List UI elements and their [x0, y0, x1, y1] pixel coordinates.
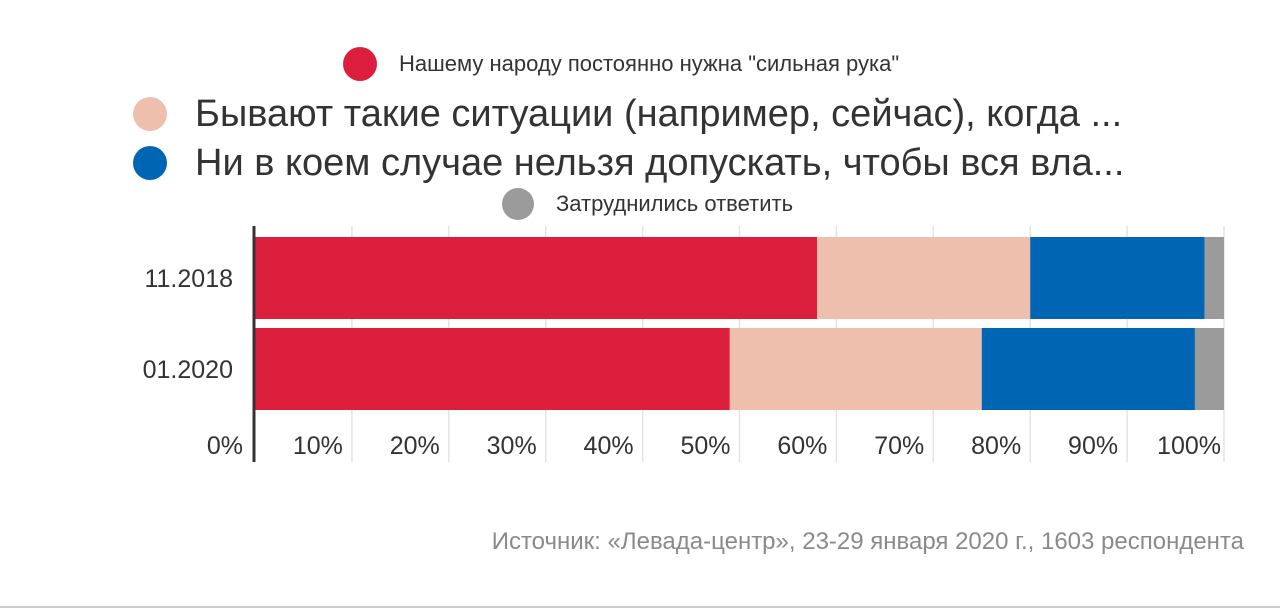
x-tick-label: 30%	[487, 432, 537, 460]
category-label: 01.2020	[143, 356, 233, 384]
legend-label-undecided: Затруднились ответить	[556, 191, 794, 216]
x-tick-label: 80%	[971, 432, 1021, 460]
bar-segment	[1194, 328, 1224, 410]
legend-swatch-situations	[133, 97, 167, 131]
bar-segment	[1030, 237, 1205, 319]
x-tick-label: 90%	[1068, 432, 1118, 460]
x-tick-label: 60%	[777, 432, 827, 460]
legend-label-situations: Бывают такие ситуации (например, сейчас)…	[195, 92, 1123, 135]
x-tick-label: 0%	[207, 432, 243, 460]
legend-item-undecided: Затруднились ответить	[502, 188, 793, 220]
bar-segment	[729, 328, 982, 410]
legend-label-strong-hand: Нашему народу постоянно нужна "сильная р…	[399, 51, 900, 76]
x-tick-label: 100%	[1157, 432, 1221, 460]
x-tick-label: 10%	[293, 432, 343, 460]
x-tick-label: 50%	[680, 432, 730, 460]
bar-segment	[255, 237, 818, 319]
legend-swatch-undecided	[502, 188, 534, 220]
stacked-bar-chart: 11.2018 01.2020 0% 10% 20% 30% 40% 50% 60% 70% 80%…	[143, 226, 1225, 462]
bottom-divider	[0, 606, 1280, 608]
legend-label-never: Ни в коем случае нельзя допускать, чтобы…	[195, 141, 1125, 184]
legend-item-strong-hand: Нашему народу постоянно нужна "сильная р…	[343, 47, 900, 81]
bar-segment	[1204, 237, 1224, 319]
legend-swatch-strong-hand	[343, 47, 377, 81]
bar-segment	[981, 328, 1195, 410]
bar-segment	[255, 328, 730, 410]
x-tick-label: 40%	[584, 432, 634, 460]
legend-swatch-never	[133, 146, 167, 180]
x-tick-label: 70%	[874, 432, 924, 460]
category-label: 11.2018	[144, 265, 233, 293]
x-tick-label: 20%	[390, 432, 440, 460]
source-note: Источник: «Левада-центр», 23-29 января 2…	[491, 528, 1244, 555]
bar-segment	[817, 237, 1031, 319]
legend-item-situations: Бывают такие ситуации (например, сейчас)…	[133, 92, 1122, 136]
legend-item-never: Ни в коем случае нельзя допускать, чтобы…	[133, 141, 1124, 185]
chart-legend: Нашему народу постоянно нужна "сильная р…	[0, 0, 1280, 230]
